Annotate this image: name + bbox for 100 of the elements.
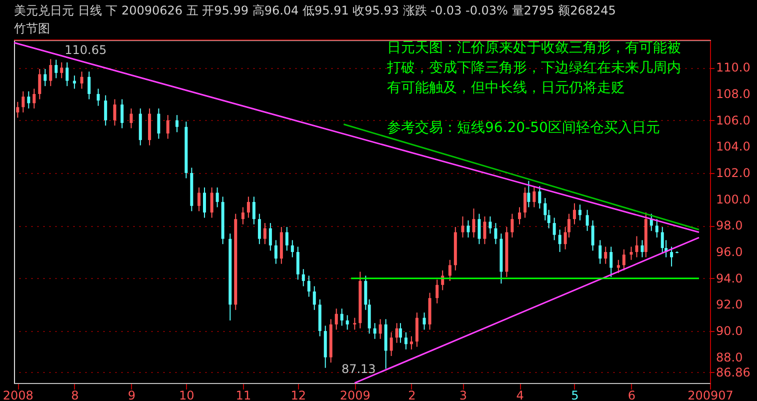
candlestick (258, 213, 261, 245)
candlestick (390, 332, 393, 357)
candlestick (670, 246, 674, 267)
x-tick-label: 9 (128, 388, 136, 401)
x-tick-label: 200907 (688, 388, 734, 401)
candlestick (353, 317, 356, 330)
candlestick (268, 222, 272, 252)
x-tick-label: 3 (459, 388, 468, 401)
y-tick-label: 96.0 (716, 244, 743, 259)
y-tick-label: 100.0 (716, 192, 750, 206)
candlestick (197, 186, 200, 212)
y-tick-label: 98.0 (716, 218, 743, 233)
candlestick (241, 206, 244, 225)
candlestick (660, 226, 664, 254)
candlestick (368, 298, 371, 334)
candlestick (263, 222, 266, 245)
candlestick (49, 58, 52, 87)
candlestick (66, 62, 69, 87)
annotation: 日元天图：汇价原来处于收敛三角形，有可能被 (387, 40, 681, 56)
y-tick-label: 106.0 (716, 113, 750, 128)
candlestick (591, 220, 594, 252)
candlestick (527, 180, 530, 208)
candlestick (373, 322, 376, 340)
x-tick-label: 4 (516, 388, 524, 401)
candlestick (635, 236, 638, 258)
candlestick (22, 90, 25, 113)
candlestick (472, 208, 476, 238)
candlestick (422, 312, 426, 330)
chart-title: 美元兑日元 日线 下 20090626 五 开95.99 高96.04 低95.91 收95.93 涨跌 -0.03 -0.03% 量2795 额268245 (14, 4, 616, 18)
candlestick (72, 75, 76, 90)
candlestick (54, 59, 58, 79)
candlestick (27, 90, 30, 109)
x-tick-label: 2009 (340, 388, 370, 401)
y-tick-label: 88.0 (716, 350, 743, 364)
candlestick (478, 213, 481, 245)
y-tick-label: 94.0 (716, 271, 743, 286)
candlestick (622, 248, 626, 271)
candlestick (130, 108, 133, 129)
y-tick-label: 102.0 (716, 166, 750, 180)
candlestick (538, 186, 542, 210)
annotation: 87.13 (341, 362, 376, 376)
candlestick (586, 209, 589, 232)
candlestick (80, 71, 84, 90)
candlestick (307, 275, 310, 298)
candlestick (378, 318, 382, 340)
candlestick (483, 216, 486, 245)
y-tick-label: 92.0 (716, 298, 743, 312)
candlestick (334, 308, 338, 330)
candlestick (524, 186, 527, 218)
x-tick-label: 2 (408, 388, 416, 401)
x-tick-label: 11 (236, 388, 252, 401)
y-tick-label: 104.0 (716, 140, 750, 154)
candlestick (364, 275, 368, 310)
candlestick (88, 71, 91, 100)
candlestick (290, 240, 294, 258)
x-tick-label: 12 (290, 388, 306, 401)
candlestick (598, 240, 602, 264)
candlestick (640, 240, 644, 258)
annotation: 110.65 (64, 43, 107, 58)
x-tick-label: 5 (571, 388, 579, 401)
candlestick (604, 246, 608, 264)
candlestick (312, 286, 316, 310)
y-tick-label: 108.0 (716, 86, 750, 101)
candlestick (96, 88, 100, 106)
candlestick (120, 98, 124, 129)
candlestick (630, 246, 633, 260)
candlestick (398, 322, 402, 344)
candlestick (655, 218, 658, 238)
candlestick (466, 220, 470, 238)
candlestick (166, 114, 170, 140)
candlestick (104, 94, 108, 126)
candlestick (610, 246, 613, 278)
candlestick (285, 226, 288, 252)
y-tick-label: 110.0 (716, 60, 750, 75)
candlestick (547, 209, 550, 229)
candlestick (572, 202, 576, 225)
candlestick (176, 114, 179, 133)
chart-subtitle: 竹节图 (14, 22, 50, 36)
candlestick (448, 259, 452, 282)
candlestick (461, 216, 464, 238)
candlestick (346, 314, 349, 330)
candlestick (246, 196, 250, 218)
candlestick (488, 216, 492, 234)
annotation: 参考交易：短线96.20-50区间轻仓买入日元 (387, 120, 660, 136)
candlestick (113, 98, 116, 126)
x-tick-label: 10 (179, 388, 194, 401)
candlestick (410, 336, 413, 350)
candlestick (302, 268, 305, 287)
candlestick (395, 322, 398, 344)
annotation: 打破，变成下降三角形，下边绿红在未来几周内 (386, 60, 681, 76)
candlestick (216, 186, 219, 208)
candlestick (510, 213, 514, 238)
candlestick (415, 312, 418, 348)
candlestick (296, 246, 300, 280)
candlestick (544, 198, 547, 221)
y-tick-label: 90.0 (716, 324, 743, 338)
candlestick (157, 108, 160, 140)
candlestick (44, 68, 47, 87)
candlestick (32, 88, 36, 109)
x-tick-label: 6 (628, 388, 636, 401)
